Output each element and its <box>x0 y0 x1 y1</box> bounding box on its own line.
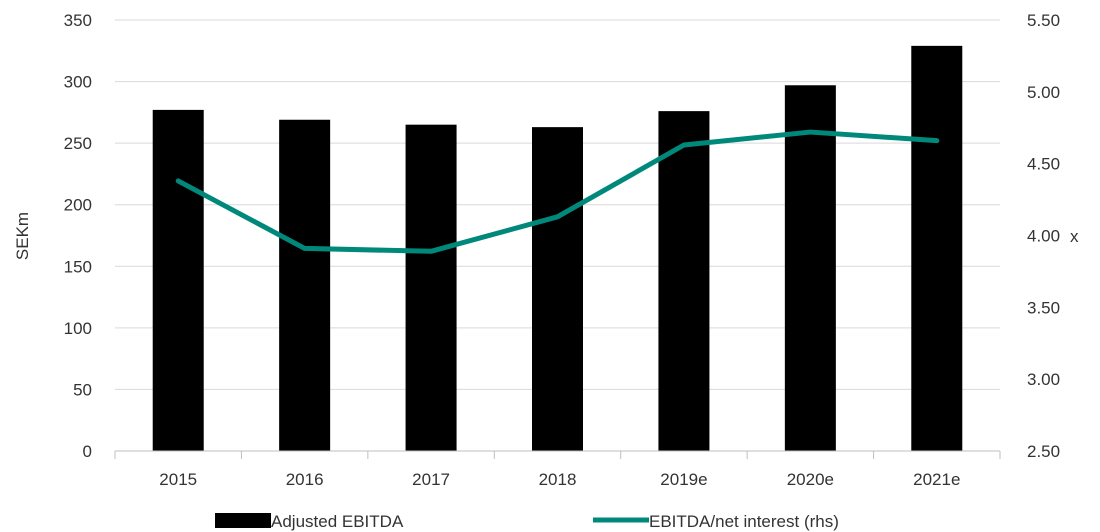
y-tick-label: 300 <box>64 73 92 92</box>
y-tick-label: 100 <box>64 319 92 338</box>
x-tick-label: 2019e <box>660 470 707 489</box>
legend-bar-swatch <box>215 513 271 528</box>
y-tick-label: 0 <box>83 442 92 461</box>
x-tick-label: 2016 <box>286 470 324 489</box>
x-tick-label: 2017 <box>412 470 450 489</box>
bar <box>911 45 963 452</box>
bar <box>784 85 836 451</box>
y-axis-title: SEKm <box>13 212 32 260</box>
x-axis: 2015 2016 2017 2018 2019e 2020e 2021e <box>114 451 1001 489</box>
right-axis: 2.50 3.00 3.50 4.00 4.50 5.00 5.50 <box>1027 11 1060 461</box>
y-tick-label: 200 <box>64 196 92 215</box>
y-tick-label: 150 <box>64 257 92 276</box>
y2-tick-label: 4.00 <box>1027 227 1060 246</box>
line-series <box>175 129 940 254</box>
y-tick-label: 50 <box>73 380 92 399</box>
bar <box>532 127 583 452</box>
bar <box>658 111 710 451</box>
y-tick-label: 250 <box>64 134 92 153</box>
x-tick-label: 2018 <box>539 470 577 489</box>
x-tick-label: 2020e <box>787 470 834 489</box>
y2-tick-label: 3.00 <box>1027 370 1060 389</box>
y2-tick-label: 5.50 <box>1027 11 1060 30</box>
x-tick-label: 2021e <box>913 470 960 489</box>
legend-bar-label: Adjusted EBITDA <box>271 512 404 531</box>
legend: Adjusted EBITDA EBITDA/net interest (rhs… <box>215 512 839 531</box>
bar-series <box>152 45 963 452</box>
legend-line-label: EBITDA/net interest (rhs) <box>649 512 839 531</box>
y2-tick-label: 3.50 <box>1027 298 1060 317</box>
bar <box>405 124 457 452</box>
y2-tick-label: 4.50 <box>1027 155 1060 174</box>
x-tick-label: 2015 <box>159 470 197 489</box>
bar <box>152 109 204 451</box>
y2-tick-label: 5.00 <box>1027 83 1060 102</box>
y2-tick-label: 2.50 <box>1027 442 1060 461</box>
left-axis: 0 50 100 150 200 250 300 350 <box>64 11 92 461</box>
y-tick-label: 350 <box>64 11 92 30</box>
y2-axis-title: x <box>1070 227 1079 246</box>
bar <box>279 119 331 451</box>
